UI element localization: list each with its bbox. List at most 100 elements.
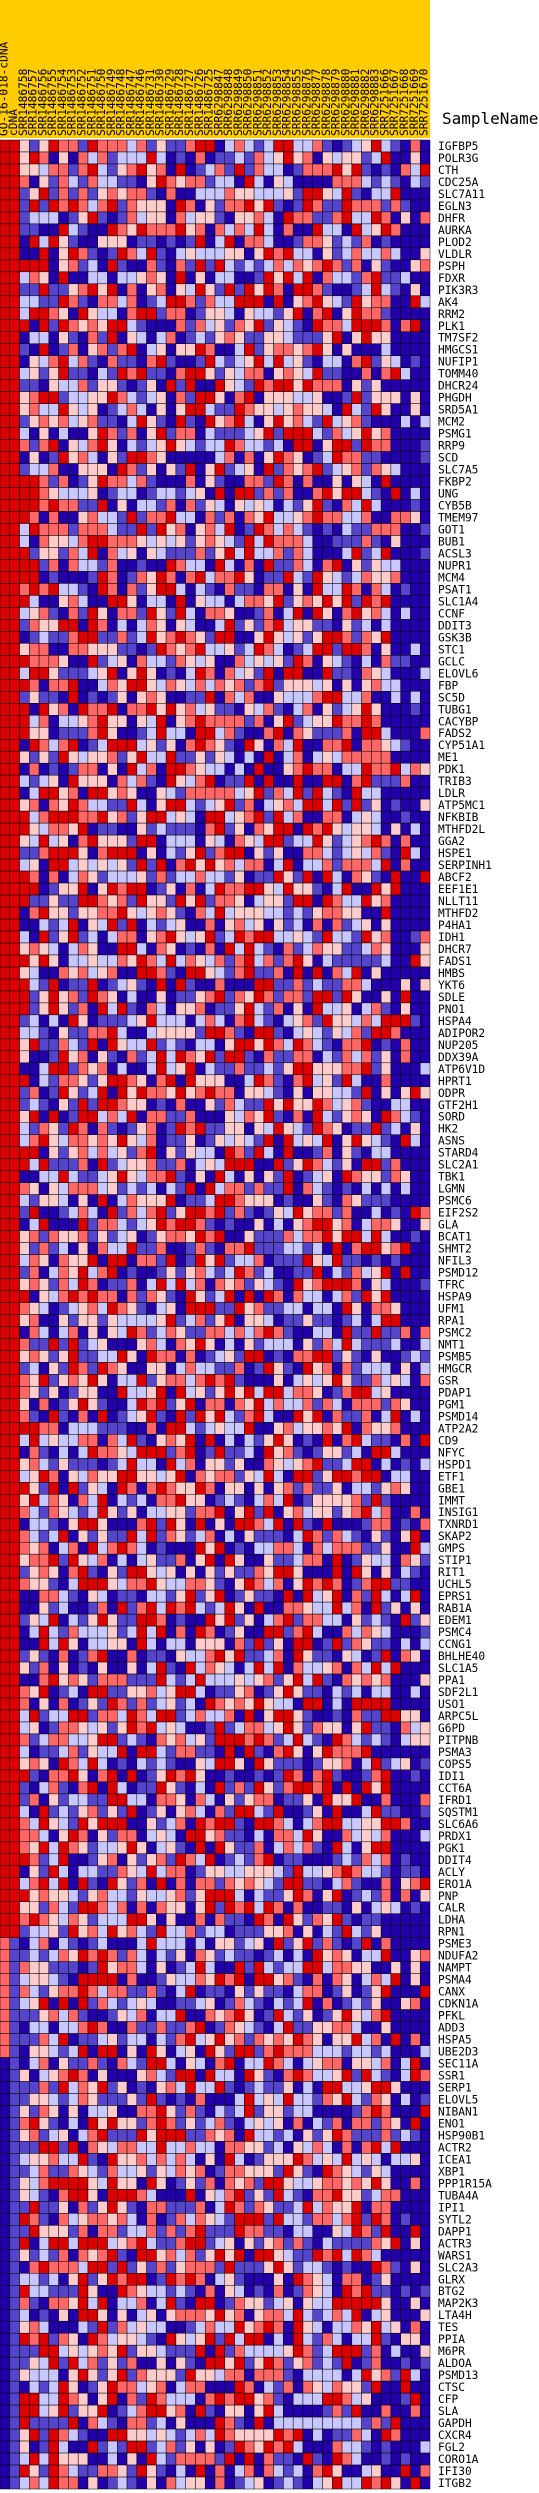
heatmap-cell [380, 355, 392, 368]
heatmap-cell [87, 1194, 98, 1207]
heatmap-cell [371, 834, 382, 848]
heatmap-cell [380, 846, 392, 860]
heatmap-cell [273, 1122, 284, 1135]
heatmap-cell [204, 223, 216, 237]
heatmap-cell [58, 439, 69, 452]
heatmap-cell [126, 511, 138, 524]
heatmap-cell [117, 343, 128, 356]
heatmap-cell [48, 810, 59, 824]
heatmap-cell [9, 631, 20, 644]
heatmap-cell [107, 607, 118, 620]
heatmap-cell [175, 894, 186, 908]
heatmap-cell [48, 1038, 59, 1052]
heatmap-cell [214, 1362, 226, 1375]
heatmap-cell [68, 1074, 79, 1088]
heatmap-cell [117, 942, 128, 956]
heatmap-cell [77, 942, 89, 956]
heatmap-cell [371, 1446, 382, 1459]
heatmap-cell [332, 295, 343, 309]
heatmap-cell [146, 1038, 157, 1052]
heatmap-cell [371, 247, 382, 261]
heatmap-cell [263, 1158, 274, 1171]
heatmap-cell [77, 1086, 89, 1100]
heatmap-cell [126, 1278, 138, 1291]
heatmap-cell [351, 331, 362, 344]
heatmap-cell [361, 1374, 372, 1387]
heatmap-cell [351, 942, 362, 956]
heatmap-cell [136, 1482, 147, 1495]
column-label: SRR1486730 [154, 68, 167, 136]
heatmap-cell [0, 1146, 11, 1159]
heatmap-cell [332, 319, 343, 333]
heatmap-cell [97, 583, 108, 596]
heatmap-cell [273, 1146, 284, 1159]
heatmap-cell [283, 607, 294, 620]
heatmap-cell [400, 1278, 411, 1291]
heatmap-cell [185, 703, 196, 716]
heatmap-cell [146, 595, 157, 608]
heatmap-cell [361, 355, 372, 368]
heatmap-cell [312, 822, 323, 836]
heatmap-cell [224, 954, 235, 968]
heatmap-cell [48, 235, 59, 249]
heatmap-cell [0, 1170, 11, 1183]
heatmap-cell [283, 1254, 294, 1267]
heatmap-cell [380, 1206, 392, 1219]
heatmap-cell [390, 187, 401, 201]
heatmap-cell [410, 547, 421, 560]
heatmap-cell [136, 1350, 147, 1363]
heatmap-cell [107, 1146, 118, 1159]
heatmap-cell [380, 1026, 392, 1040]
heatmap-cell [38, 1026, 50, 1040]
heatmap-cell [107, 1410, 118, 1423]
heatmap-cell [87, 691, 98, 704]
heatmap-cell [156, 259, 167, 273]
heatmap-cell [97, 822, 108, 836]
heatmap-cell [195, 559, 206, 572]
heatmap-cell [273, 703, 284, 716]
heatmap-cell [29, 727, 40, 740]
heatmap-cell [9, 667, 20, 680]
heatmap-cell [58, 1086, 69, 1100]
heatmap-cell [273, 870, 284, 884]
heatmap-cell [361, 1410, 372, 1423]
heatmap-cell [48, 319, 59, 333]
heatmap-cell [156, 1122, 167, 1135]
heatmap-cell [332, 1242, 343, 1255]
heatmap-cell [400, 571, 411, 584]
heatmap-cell [48, 1014, 59, 1028]
heatmap-cell [126, 966, 138, 980]
heatmap-cell [175, 163, 186, 177]
heatmap-cell [312, 703, 323, 716]
heatmap-cell [371, 1062, 382, 1076]
heatmap-cell [77, 1122, 89, 1135]
heatmap-cell [126, 738, 138, 752]
heatmap-cell [97, 631, 108, 644]
heatmap-cell [58, 1446, 69, 1459]
heatmap-cell [214, 930, 226, 944]
heatmap-cell [380, 727, 392, 740]
heatmap-cell [175, 786, 186, 800]
heatmap-cell [361, 858, 372, 872]
heatmap-cell [97, 727, 108, 740]
heatmap-cell [19, 834, 30, 848]
heatmap-cell [410, 1194, 421, 1207]
heatmap-cell [419, 403, 431, 416]
heatmap-cell [302, 1170, 313, 1183]
heatmap-cell [244, 307, 255, 321]
heatmap-cell [146, 667, 157, 680]
heatmap-cell [419, 727, 431, 740]
heatmap-cell [234, 1410, 245, 1423]
heatmap-cell [77, 679, 89, 692]
heatmap-cell [146, 379, 157, 392]
heatmap-cell [302, 738, 313, 752]
heatmap-cell [204, 583, 216, 596]
heatmap-cell [253, 703, 265, 716]
heatmap-cell [156, 439, 167, 452]
heatmap-cell [185, 1206, 196, 1219]
heatmap-cell [312, 535, 323, 548]
column-label: SRR1486750 [95, 68, 108, 136]
heatmap-cell [410, 1122, 421, 1135]
heatmap-cell [322, 750, 333, 764]
heatmap-cell [244, 583, 255, 596]
